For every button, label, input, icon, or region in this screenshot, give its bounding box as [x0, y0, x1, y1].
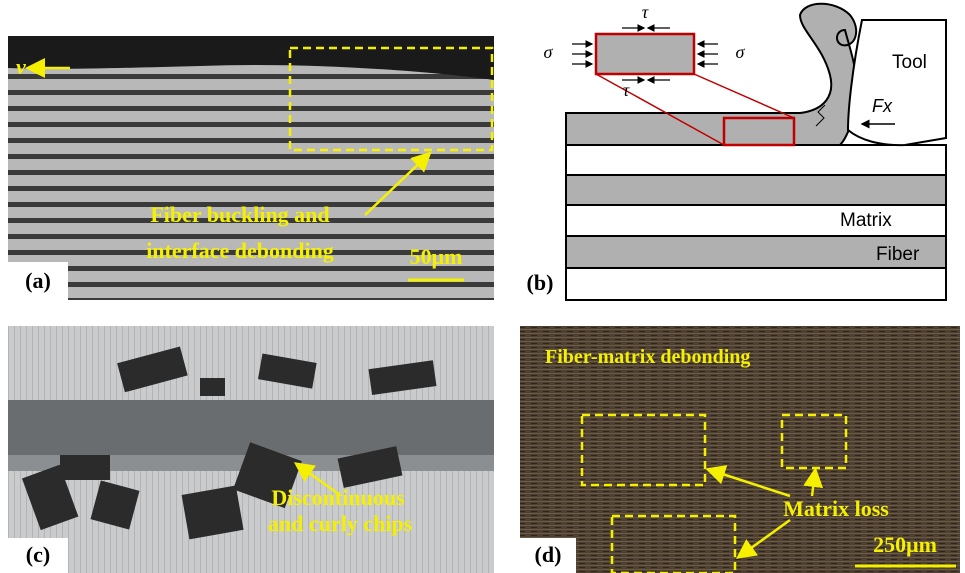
matrix-layer — [566, 268, 946, 300]
annotation: interface debonding — [146, 238, 334, 263]
tool — [848, 20, 946, 145]
zoom-line — [694, 74, 794, 118]
velocity-label: v — [16, 54, 26, 79]
annotation: Matrix loss — [783, 496, 889, 521]
shear-label: τ — [623, 80, 630, 100]
panel-c: Discontinuous and curly chips (c) — [8, 326, 494, 573]
annotation: Discontinuous — [271, 485, 405, 510]
scale-label: 50μm — [410, 244, 463, 269]
fiber-layer — [566, 175, 946, 205]
annotation: and curly chips — [268, 511, 413, 536]
normal-label: σ — [736, 42, 746, 62]
zoom-box — [596, 34, 694, 74]
normal-label: σ — [544, 42, 554, 62]
panel-b: Tool Fx τ σ σ τ Matrix Fiber (b) — [527, 2, 946, 300]
annotation: Fiber buckling and — [150, 202, 329, 227]
force-label: Fx — [872, 96, 893, 116]
layer-label: Matrix — [840, 210, 892, 231]
scale-label: 250μm — [873, 532, 937, 557]
tool-label: Tool — [892, 52, 927, 73]
shear-label: τ — [642, 2, 649, 22]
panel-label: (d) — [535, 542, 562, 567]
annotation: Fiber-matrix debonding — [545, 346, 750, 368]
matrix-layer — [566, 145, 946, 175]
layer-label: Fiber — [876, 244, 920, 265]
panel-label: (a) — [25, 268, 51, 293]
panel-d: Fiber-matrix debonding Matrix loss 250μm… — [520, 326, 960, 573]
panel-a: v Fiber buckling and interface debonding… — [8, 36, 494, 300]
figure: v Fiber buckling and interface debonding… — [0, 0, 965, 573]
panel-label: (c) — [26, 542, 50, 567]
panel-label: (b) — [527, 270, 554, 295]
